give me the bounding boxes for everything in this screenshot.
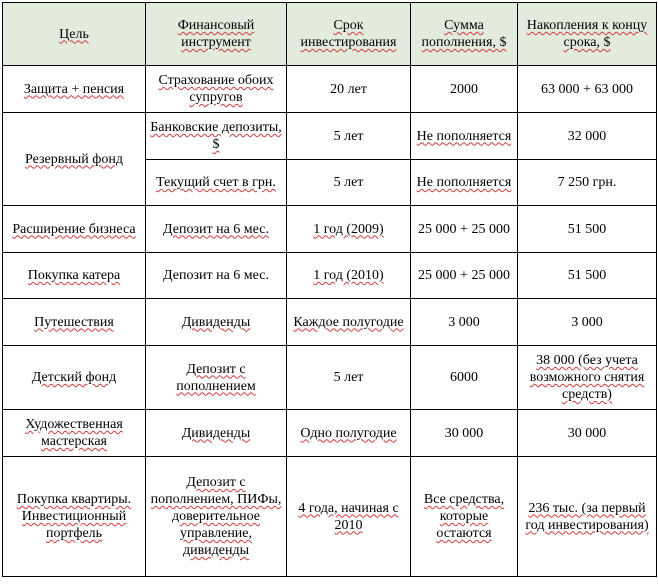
financial-plan-table: Цель Финансовый инструмент Срок инвестир… [2,2,657,577]
cell-deposit: 2000 [410,65,518,113]
header-savings: Накопления к концу срока, $ [517,2,657,66]
table-row: Текущий счет в грн. 5 лет Не пополняется… [3,159,657,206]
cell-goal: Покупка катера [2,252,146,299]
cell-savings: 38 000 (без учета возможного снятия сред… [517,345,657,410]
table-header-row: Цель Финансовый инструмент Срок инвестир… [2,2,657,66]
cell-term: 20 лет [286,65,411,113]
cell-deposit: 25 000 + 25 000 [410,205,518,253]
table-row: Путешествия Дивиденды Каждое полугодие 3… [2,298,657,346]
cell-instrument: Банковские депозиты, $ [145,112,287,160]
cell-deposit: 30 000 [410,409,518,457]
cell-goal: Резервный фонд [2,112,146,206]
table-row: Защита + пенсия Страхование обоих супруг… [2,65,657,113]
cell-term: 5 лет [286,345,411,410]
table-row: Расширение бизнеса Депозит на 6 мес. 1 г… [2,205,657,253]
cell-savings: 63 000 + 63 000 [517,65,657,113]
table-row: Детский фонд Депозит с пополнением 5 лет… [2,345,657,410]
cell-savings: 3 000 [517,298,657,346]
cell-goal: Путешествия [2,298,146,346]
header-instrument: Финансовый инструмент [145,2,287,66]
cell-instrument: Страхование обоих супругов [145,65,287,113]
cell-term: 1 год (2009) [286,205,411,253]
cell-instrument: Депозит на 6 мес. [145,205,287,253]
cell-deposit: 25 000 + 25 000 [410,252,518,299]
table-row: Покупка квартиры. Инвестиционный портфел… [2,456,657,577]
cell-term: 5 лет [286,112,411,160]
cell-instrument: Текущий счет в грн. [145,159,287,206]
cell-goal: Защита + пенсия [2,65,146,113]
cell-term: 1 год (2010) [286,252,411,299]
cell-term: Одно полугодие [286,409,411,457]
cell-savings: 7 250 грн. [517,159,657,206]
cell-instrument: Депозит с пополнением, ПИФы, доверительн… [145,456,287,577]
cell-goal: Расширение бизнеса [2,205,146,253]
cell-deposit: Не пополняется [410,112,518,160]
header-goal: Цель [2,2,146,66]
cell-instrument: Депозит на 6 мес. [145,252,287,299]
cell-instrument: Дивиденды [145,409,287,457]
table-row: Резервный фонд Банковские депозиты, $ 5 … [2,112,657,206]
cell-term: 4 года, начиная с 2010 [286,456,411,577]
cell-deposit: Не пополняется [410,159,518,206]
cell-deposit: Все средства, которые остаются [410,456,518,577]
cell-term: Каждое полугодие [286,298,411,346]
cell-instrument: Депозит с пополнением [145,345,287,410]
cell-savings: 236 тыс. (за первый год инвестирования) [517,456,657,577]
header-deposit: Сумма пополнения, $ [410,2,518,66]
cell-deposit: 6000 [410,345,518,410]
table-row: Художественная мастерская Дивиденды Одно… [2,409,657,457]
cell-savings: 51 500 [517,252,657,299]
cell-savings: 30 000 [517,409,657,457]
cell-goal: Покупка квартиры. Инвестиционный портфел… [2,456,146,577]
table-row: Покупка катера Депозит на 6 мес. 1 год (… [2,252,657,299]
cell-term: 5 лет [286,159,411,206]
cell-savings: 51 500 [517,205,657,253]
cell-deposit: 3 000 [410,298,518,346]
header-term: Срок инвестирования [286,2,411,66]
cell-goal: Художественная мастерская [2,409,146,457]
cell-savings: 32 000 [517,112,657,160]
cell-instrument: Дивиденды [145,298,287,346]
cell-goal: Детский фонд [2,345,146,410]
